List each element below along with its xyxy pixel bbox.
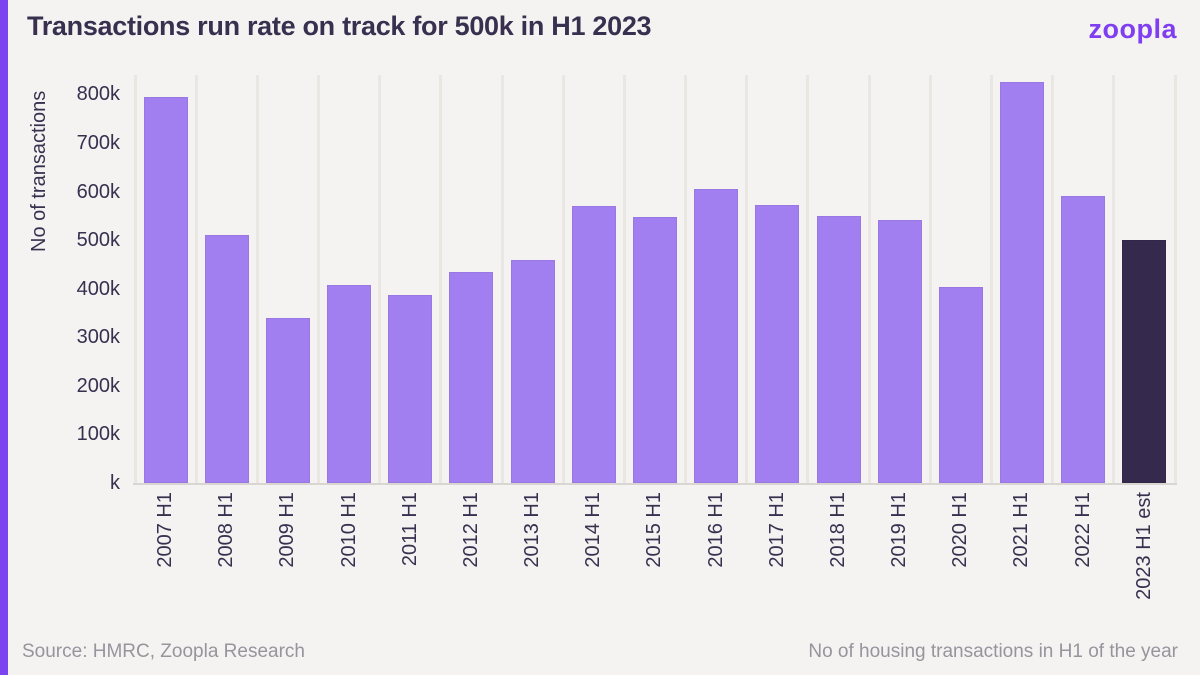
x-tick-label: 2009 H1 <box>276 492 299 568</box>
x-tick-label: 2012 H1 <box>459 492 482 568</box>
x-tick-label: 2020 H1 <box>949 492 972 568</box>
bar-2019-h1 <box>877 220 922 483</box>
x-tick-label: 2021 H1 <box>1010 492 1033 568</box>
y-tick-label: 800k <box>76 83 120 106</box>
gridline <box>1051 75 1055 483</box>
gridline <box>1173 75 1177 483</box>
x-tick-label: 2013 H1 <box>521 492 544 568</box>
bar-2008-h1 <box>204 235 249 483</box>
gridline <box>622 75 626 483</box>
footer-source: Source: HMRC, Zoopla Research <box>22 641 305 662</box>
page-title: Transactions run rate on track for 500k … <box>27 11 652 41</box>
y-tick-label: 700k <box>76 132 120 154</box>
x-tick-label: 2017 H1 <box>765 492 788 568</box>
y-tick-label: 200k <box>76 374 120 397</box>
gridline <box>867 75 871 483</box>
x-tick-label: 2018 H1 <box>826 492 849 568</box>
gridline <box>684 75 688 483</box>
x-axis-labels: 2007 H1 2008 H1 2009 H1 2010 H1 2011 H1 2012 … <box>135 492 1175 637</box>
gridline <box>255 75 259 483</box>
x-tick-label: 2015 H1 <box>643 492 666 568</box>
gridline <box>561 75 565 483</box>
y-axis-title: No of transactions <box>28 90 50 252</box>
bar-2018-h1 <box>816 215 861 483</box>
footer-note: No of housing transactions in H1 of the … <box>808 641 1178 662</box>
y-tick-label: 100k <box>76 423 120 446</box>
gridline <box>194 75 198 483</box>
gridline <box>745 75 749 483</box>
left-accent-stripe <box>0 0 8 675</box>
gridline <box>378 75 382 483</box>
y-tick-label: 300k <box>76 326 120 349</box>
gridline <box>317 75 321 483</box>
y-tick-label: 400k <box>76 277 120 300</box>
plot-area <box>133 75 1177 483</box>
x-tick-label: 2023 H1 est <box>1132 492 1155 600</box>
x-axis-baseline <box>133 483 1177 485</box>
x-tick-label: 2022 H1 <box>1071 492 1094 568</box>
gridline <box>806 75 810 483</box>
x-tick-label: 2008 H1 <box>215 492 238 568</box>
zoopla-logo: zoopla <box>1088 14 1177 44</box>
gridline <box>439 75 443 483</box>
bar-2015-h1 <box>633 216 677 483</box>
bar-2007-h1 <box>143 96 188 483</box>
gridline <box>928 75 932 483</box>
bar-2013-h1 <box>510 259 555 483</box>
x-tick-label: 2019 H1 <box>888 492 911 568</box>
y-tick-label: 500k <box>76 229 120 252</box>
y-tick-label: 600k <box>76 180 120 203</box>
y-tick-label: k <box>110 472 120 494</box>
gridline <box>989 75 993 483</box>
bar-2020-h1 <box>938 286 983 483</box>
bar-2023-h1-est <box>1122 240 1167 483</box>
gridline <box>1112 75 1116 483</box>
x-tick-label: 2014 H1 <box>582 492 605 568</box>
x-tick-label: 2016 H1 <box>704 492 727 568</box>
x-tick-label: 2007 H1 <box>154 492 177 568</box>
bar-2021-h1 <box>1000 82 1045 483</box>
bar-2022-h1 <box>1061 196 1106 483</box>
bar-2014-h1 <box>571 206 616 483</box>
bar-2010-h1 <box>327 284 372 483</box>
bar-2012-h1 <box>449 272 494 483</box>
bar-2009-h1 <box>265 317 310 483</box>
x-tick-label: 2010 H1 <box>337 492 360 568</box>
bar-2016-h1 <box>694 189 739 483</box>
bar-2017-h1 <box>755 205 800 483</box>
gridline <box>133 75 137 483</box>
bar-2011-h1 <box>388 294 433 483</box>
x-tick-label: 2011 H1 <box>398 492 421 567</box>
gridline <box>500 75 504 483</box>
